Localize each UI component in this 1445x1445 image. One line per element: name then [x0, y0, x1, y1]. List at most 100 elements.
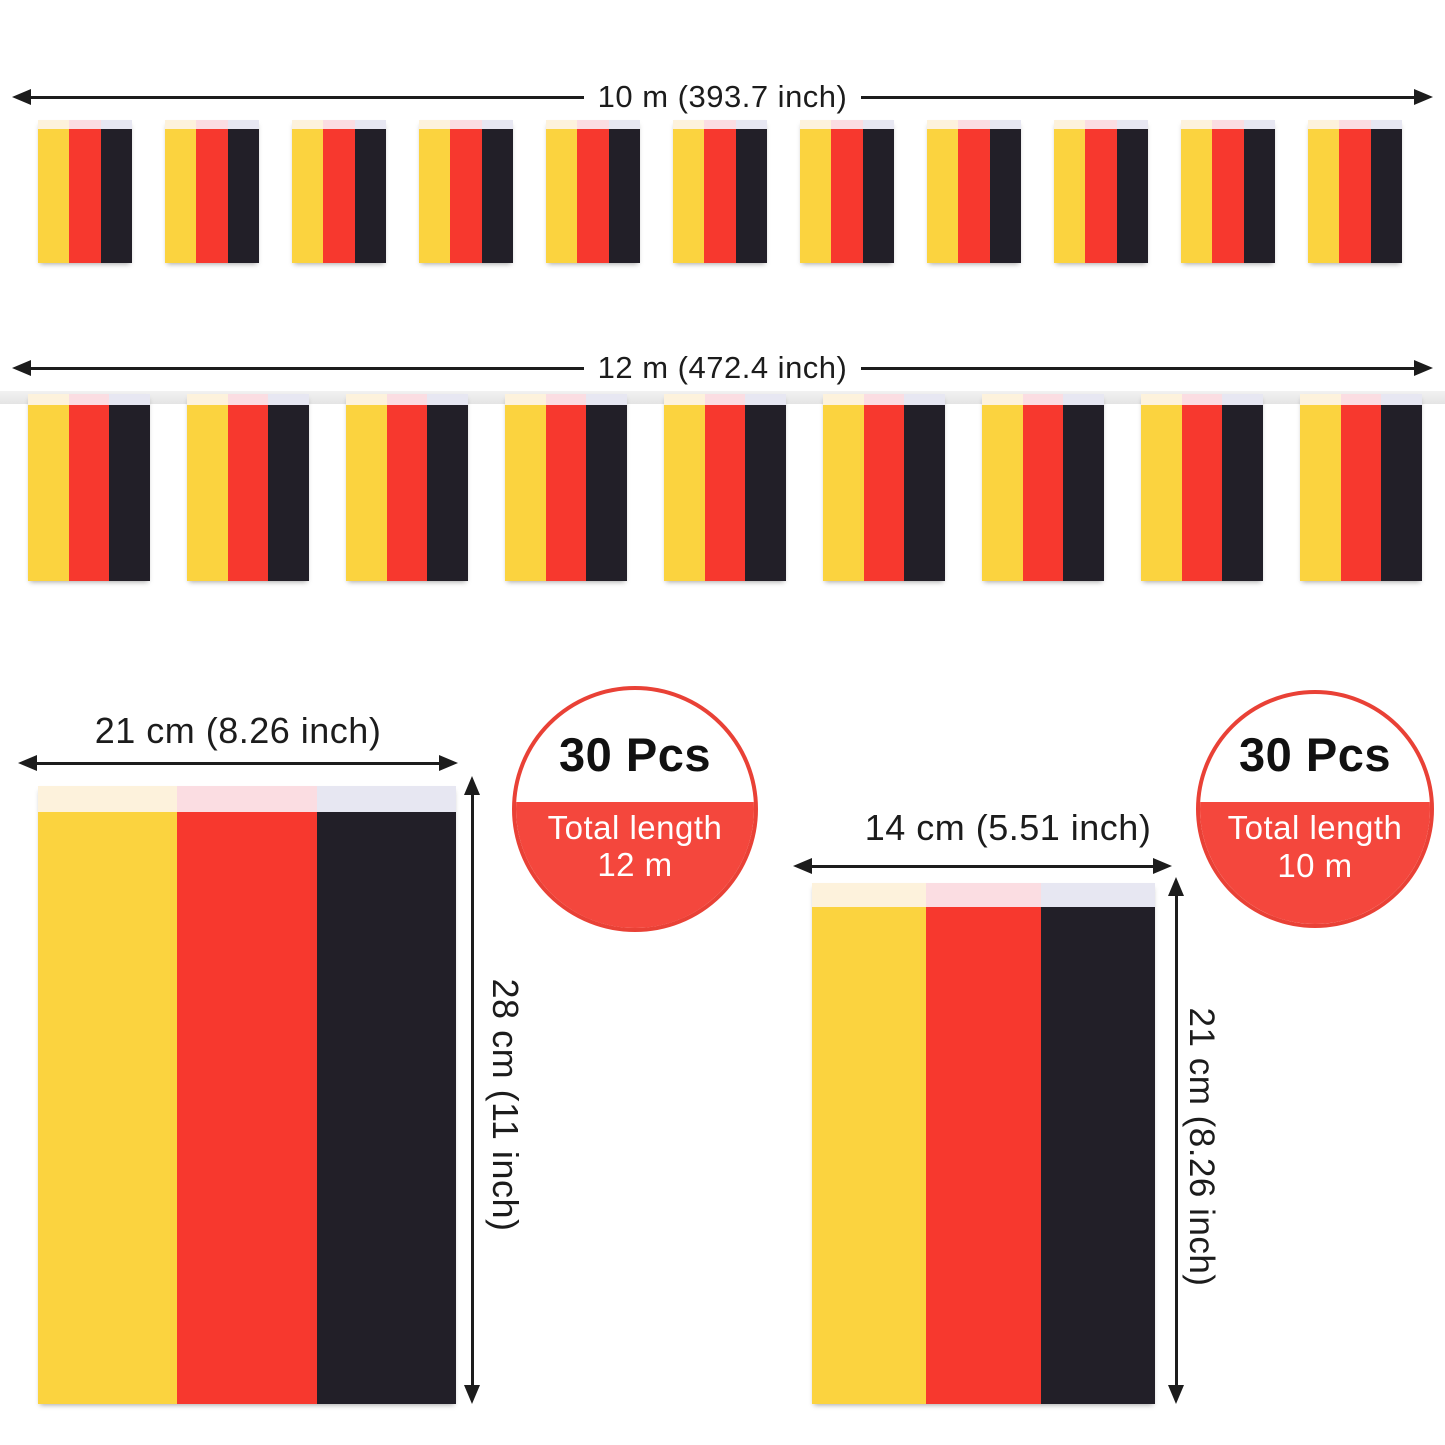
stripe-black [735, 129, 767, 263]
sleeve-segment [823, 394, 864, 405]
sleeve-segment [505, 394, 546, 405]
sleeve-segment [1116, 120, 1148, 129]
flag-sleeve [673, 120, 767, 129]
flag-sleeve [546, 120, 640, 129]
flag-stripes [1054, 129, 1148, 263]
badge-pieces-label: 30 Pcs [559, 727, 711, 781]
stripe-black [268, 405, 310, 581]
arrow-line [1174, 896, 1178, 1385]
flag-stripes [1300, 405, 1423, 581]
stripe-black [1040, 907, 1155, 1404]
sleeve-segment [812, 883, 927, 907]
sleeve-segment [664, 394, 705, 405]
sleeve-segment [704, 394, 746, 405]
sleeve-segment [177, 786, 317, 812]
stripe-red [958, 129, 990, 263]
german-flag [1308, 120, 1402, 263]
flag-stripes [28, 405, 151, 581]
stripe-red [68, 405, 110, 581]
badge-top: 30 Pcs [516, 690, 754, 802]
sleeve-segment [38, 786, 178, 812]
stripe-red [1085, 129, 1117, 263]
arrow-line [812, 864, 1153, 868]
badge-total-line1: Total length [1227, 809, 1403, 847]
measurement-label-12m: 12 m (472.4 inch) [597, 350, 848, 385]
sleeve-segment [346, 394, 387, 405]
flag-sleeve [38, 786, 456, 812]
badge-total-line2: 10 m [1277, 846, 1353, 884]
stripe-red [1339, 129, 1371, 263]
sleeve-segment [227, 120, 259, 129]
flag-stripes [165, 129, 259, 263]
sleeve-segment [450, 120, 482, 129]
flag-stripes [38, 812, 456, 1404]
flag-sleeve [419, 120, 513, 129]
arrowhead-left-icon [793, 858, 812, 874]
german-flag [927, 120, 1021, 263]
stripe-red [227, 405, 269, 581]
flag-stripes [982, 405, 1105, 581]
badge-30pcs-10m: 30 Pcs Total length 10 m [1196, 690, 1434, 928]
flag-sleeve [1054, 120, 1148, 129]
german-flag [1054, 120, 1148, 263]
large-flag-photo [38, 786, 456, 1404]
stripe-yellow [673, 129, 705, 263]
arrowhead-down-icon [464, 1385, 480, 1404]
sleeve-segment [1063, 394, 1105, 405]
flag-stripes [505, 405, 628, 581]
flag-sleeve [292, 120, 386, 129]
stripe-red [863, 405, 905, 581]
stripe-yellow [982, 405, 1023, 581]
stripe-yellow [292, 129, 324, 263]
german-flag [505, 394, 628, 581]
sleeve-segment [69, 120, 101, 129]
arrowhead-right-icon [1153, 858, 1172, 874]
stripe-black [862, 129, 894, 263]
flag-stripes [419, 129, 513, 263]
stripe-yellow [505, 405, 546, 581]
sleeve-segment [926, 883, 1041, 907]
flag-stripes [38, 129, 132, 263]
measurement-arrow-12m: 12 m (472.4 inch) [12, 350, 1434, 385]
sleeve-segment [745, 394, 787, 405]
german-flag [982, 394, 1105, 581]
stripe-yellow [38, 812, 178, 1404]
flag-sleeve [982, 394, 1105, 405]
small-flag-height-label: 21 cm (8.26 inch) [1182, 1007, 1221, 1287]
stripe-black [227, 129, 259, 263]
sleeve-segment [1381, 394, 1423, 405]
stripe-black [427, 405, 469, 581]
stripe-red [1022, 405, 1064, 581]
flag-stripes [1141, 405, 1264, 581]
sleeve-segment [1181, 394, 1223, 405]
flag-stripes [673, 129, 767, 263]
stripe-yellow [419, 129, 451, 263]
stripe-red [704, 405, 746, 581]
small-flag-width-arrow [793, 856, 1172, 876]
stripe-yellow [1300, 405, 1341, 581]
sleeve-segment [904, 394, 946, 405]
sleeve-segment [831, 120, 863, 129]
sleeve-segment [38, 120, 70, 129]
german-flag [823, 394, 946, 581]
german-flag [673, 120, 767, 263]
badge-top: 30 Pcs [1200, 694, 1430, 802]
german-flag [546, 120, 640, 263]
stripe-red [386, 405, 428, 581]
small-flag-width-label: 14 cm (5.51 inch) [864, 807, 1152, 848]
sleeve-segment [1340, 394, 1382, 405]
stripe-black [745, 405, 787, 581]
arrowhead-down-icon [1168, 1385, 1184, 1404]
sleeve-segment [100, 120, 132, 129]
stripe-yellow [1308, 129, 1340, 263]
badge-total-line2: 12 m [597, 846, 673, 884]
stripe-black [1063, 405, 1105, 581]
flag-sleeve [187, 394, 310, 405]
sleeve-segment [800, 120, 832, 129]
german-flag [1300, 394, 1423, 581]
sleeve-segment [323, 120, 355, 129]
sleeve-segment [109, 394, 151, 405]
stripe-yellow [927, 129, 959, 263]
sleeve-segment [545, 394, 587, 405]
